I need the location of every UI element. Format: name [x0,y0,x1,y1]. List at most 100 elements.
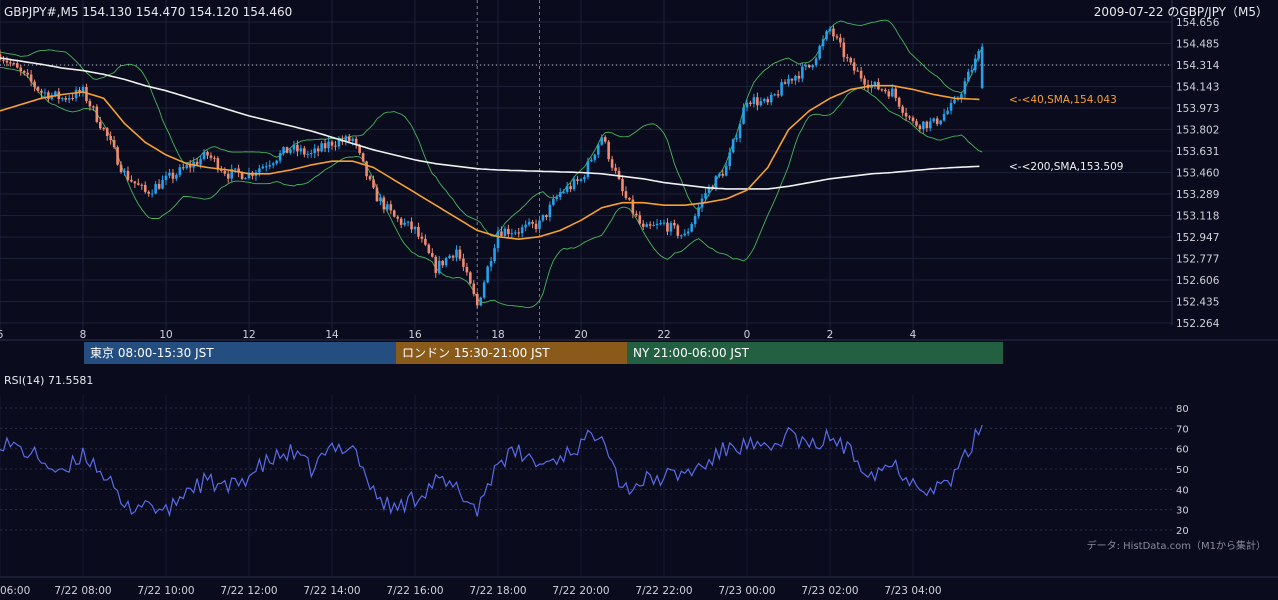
candle [420,232,424,243]
candle [175,173,178,182]
bottom-time-tick-label: 7/22 10:00 [137,585,194,597]
candle [801,62,804,83]
bottom-time-tick-label: 7/22 20:00 [552,585,609,597]
price-tick-label: 153.460 [1176,168,1219,180]
rsi-tick-label: 70 [1176,424,1189,435]
candle [624,186,628,200]
candle [600,134,604,146]
candle [908,115,911,120]
time-axis-main: 6 8 10 12 14 16 18 20 22 0 2 4 [0,329,917,341]
candle [552,194,555,207]
candle [22,69,26,76]
candle [756,92,759,111]
candle [410,217,413,233]
candle [40,88,43,98]
candle [932,117,936,124]
main-grid [0,0,1278,578]
time-tick-label: 16 [408,329,422,341]
candle [759,97,763,107]
candle [130,175,133,183]
candle [98,116,102,130]
candle [92,105,95,111]
candle [424,234,427,247]
candle [728,147,732,171]
session-london-label: ロンドン 15:30-21:00 JST [402,346,550,360]
candle [977,48,981,62]
rsi-grid [0,395,1172,577]
candle [524,220,527,232]
candle [323,138,327,153]
price-tick-label: 153.802 [1176,124,1219,136]
candle [417,222,420,240]
candle [652,221,655,227]
candle [496,226,500,253]
sma40-line [0,84,980,241]
bollinger-lower [0,66,983,309]
price-tick-label: 152.777 [1176,253,1219,265]
symbol-ohlc-label: GBPJPY#,M5 154.130 154.470 154.120 154.4… [4,5,292,19]
candle [527,218,531,227]
bottom-time-tick-label: 7/22 16:00 [386,585,443,597]
candle [261,164,265,170]
candle [811,64,815,71]
candle [0,49,2,62]
time-tick-label: 8 [80,329,87,341]
candle [783,79,787,85]
time-tick-label: 12 [242,329,255,341]
candle [583,174,586,183]
candle [344,134,348,146]
time-tick-label: 6 [0,329,4,341]
rsi-tick-label: 60 [1176,445,1189,456]
candle [887,88,891,99]
candle [475,291,479,309]
candle [74,86,78,102]
candle [897,96,901,109]
candle [690,222,693,233]
session-tokyo-label: 東京 08:00-15:30 JST [90,346,214,360]
candle [731,138,735,154]
session-london: ロンドン 15:30-21:00 JST [396,342,627,364]
candle [178,164,182,178]
candle [724,162,728,177]
bottom-time-tick-label: 7/23 04:00 [884,585,941,597]
candle [787,74,790,87]
candle [29,69,33,87]
candle [980,43,984,89]
candle [213,155,216,163]
candle [704,188,707,204]
candle [569,182,572,193]
candle [884,87,887,94]
candle [458,245,462,261]
candle [36,85,40,93]
candle [164,171,168,186]
candle [296,140,299,157]
price-tick-label: 152.606 [1176,275,1220,287]
candle [534,219,538,233]
candle [762,97,766,104]
bottom-time-tick-label: 7/22 12:00 [220,585,277,597]
candle [839,33,842,48]
candle [372,175,375,189]
candle [610,155,614,171]
candle [140,183,144,190]
candle [258,164,261,177]
candle [915,118,918,128]
session-ny-label: NY 21:00-06:00 JST [633,346,749,360]
candle [832,25,835,41]
candle [382,195,386,214]
candle [503,226,507,237]
time-tick-label: 0 [744,329,751,341]
candle [565,182,569,194]
candle [607,140,610,162]
candle [157,179,161,190]
candle [303,145,306,158]
candle [666,218,669,236]
candle [316,145,320,157]
candle [123,168,126,176]
candle [116,145,119,166]
candle [973,54,977,73]
candle [963,77,967,99]
candle [500,226,503,238]
candle [856,67,859,72]
candle [147,190,151,197]
